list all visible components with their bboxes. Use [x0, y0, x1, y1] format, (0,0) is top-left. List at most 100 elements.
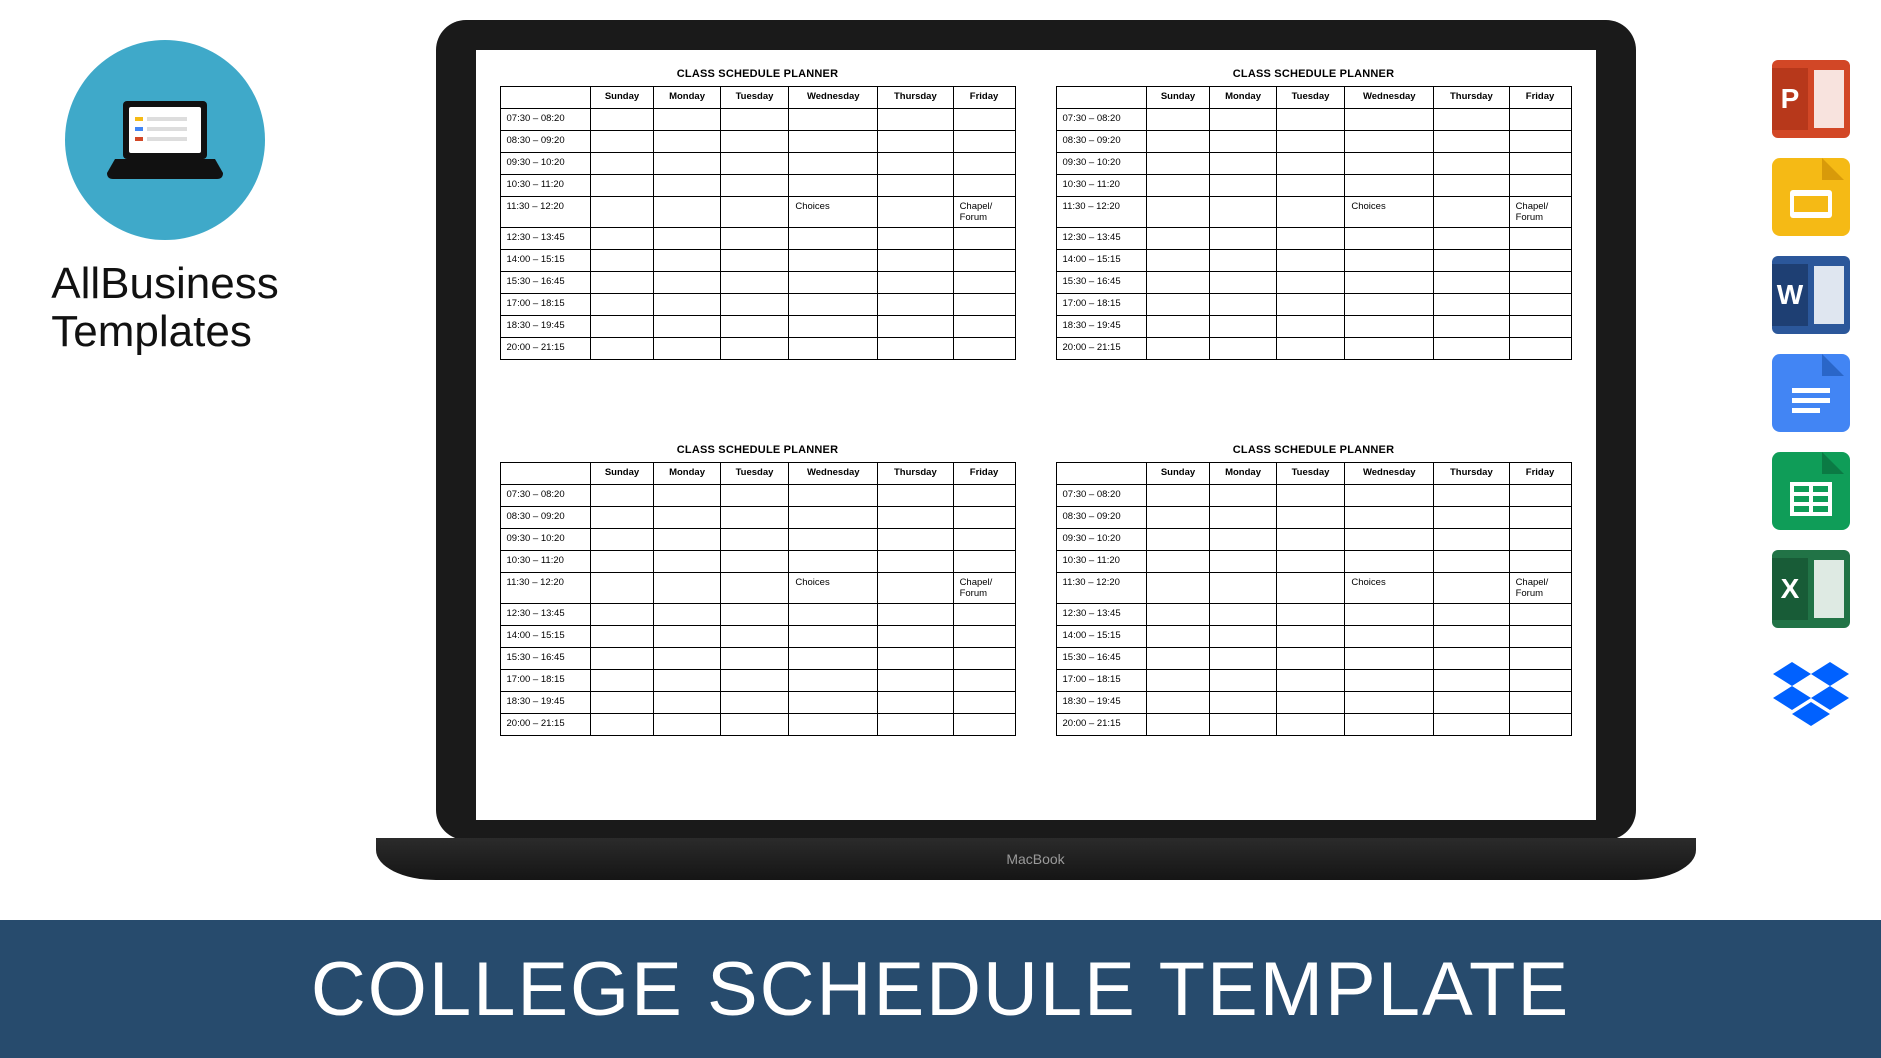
day-header: Thursday [878, 463, 953, 485]
schedule-cell [1146, 175, 1210, 197]
schedule-cell [1434, 153, 1509, 175]
schedule-cell [654, 228, 720, 250]
time-slot: 11:30 – 12:20 [500, 197, 590, 228]
schedule-cell [720, 131, 789, 153]
schedule-cell [789, 294, 878, 316]
time-slot: 18:30 – 19:45 [500, 692, 590, 714]
schedule-cell [953, 551, 1015, 573]
schedule-cell [1434, 294, 1509, 316]
schedule-cell [878, 485, 953, 507]
schedule-cell [590, 272, 654, 294]
time-slot: 12:30 – 13:45 [1056, 604, 1146, 626]
schedule-cell [1434, 692, 1509, 714]
powerpoint-icon[interactable]: P [1772, 60, 1850, 138]
schedule-panel: CLASS SCHEDULE PLANNERSundayMondayTuesda… [500, 444, 1016, 802]
schedule-cell [1210, 250, 1276, 272]
day-header: Tuesday [720, 463, 789, 485]
schedule-cell [654, 131, 720, 153]
laptop-bezel: CLASS SCHEDULE PLANNERSundayMondayTuesda… [436, 20, 1636, 840]
schedule-cell [789, 692, 878, 714]
schedule-cell [590, 294, 654, 316]
schedule-cell [590, 648, 654, 670]
schedule-cell [720, 175, 789, 197]
schedule-cell [1210, 529, 1276, 551]
schedule-cell [720, 316, 789, 338]
google-slides-icon[interactable] [1772, 158, 1850, 236]
time-slot: 17:00 – 18:15 [500, 670, 590, 692]
time-slot: 09:30 – 10:20 [1056, 529, 1146, 551]
excel-icon[interactable]: X [1772, 550, 1850, 628]
schedule-cell [878, 507, 953, 529]
schedule-cell [1345, 131, 1434, 153]
google-sheets-icon[interactable] [1772, 452, 1850, 530]
schedule-cell [1146, 485, 1210, 507]
header-blank [1056, 87, 1146, 109]
schedule-cell [590, 250, 654, 272]
time-slot: 18:30 – 19:45 [500, 316, 590, 338]
schedule-cell [1345, 626, 1434, 648]
time-slot: 08:30 – 09:20 [1056, 131, 1146, 153]
schedule-cell [1276, 485, 1345, 507]
schedule-cell [878, 573, 953, 604]
day-header: Thursday [878, 87, 953, 109]
schedule-cell [1276, 294, 1345, 316]
schedule-cell [1210, 272, 1276, 294]
day-header: Tuesday [1276, 87, 1345, 109]
day-header: Tuesday [720, 87, 789, 109]
schedule-cell [953, 153, 1015, 175]
time-slot: 11:30 – 12:20 [500, 573, 590, 604]
day-header: Wednesday [789, 463, 878, 485]
schedule-cell [1210, 228, 1276, 250]
time-slot: 10:30 – 11:20 [500, 551, 590, 573]
schedule-cell [1345, 551, 1434, 573]
schedule-cell [1345, 175, 1434, 197]
schedule-cell [1146, 153, 1210, 175]
schedule-cell [1434, 648, 1509, 670]
day-header: Monday [654, 463, 720, 485]
schedule-cell [1345, 648, 1434, 670]
schedule-cell [1276, 648, 1345, 670]
time-slot: 20:00 – 21:15 [500, 338, 590, 360]
time-slot: 17:00 – 18:15 [1056, 670, 1146, 692]
schedule-grid: CLASS SCHEDULE PLANNERSundayMondayTuesda… [500, 68, 1572, 802]
schedule-cell [789, 250, 878, 272]
schedule-cell [1509, 670, 1571, 692]
laptop-base: MacBook [376, 838, 1696, 880]
schedule-cell [1434, 573, 1509, 604]
schedule-cell [590, 485, 654, 507]
schedule-cell [654, 485, 720, 507]
schedule-cell [590, 338, 654, 360]
schedule-cell [1434, 485, 1509, 507]
schedule-cell [654, 692, 720, 714]
schedule-cell [1276, 316, 1345, 338]
schedule-cell [1509, 551, 1571, 573]
schedule-cell [1509, 626, 1571, 648]
schedule-cell [878, 228, 953, 250]
google-docs-icon[interactable] [1772, 354, 1850, 432]
schedule-cell [953, 626, 1015, 648]
time-slot: 17:00 – 18:15 [500, 294, 590, 316]
schedule-cell [1345, 316, 1434, 338]
day-header: Wednesday [789, 87, 878, 109]
schedule-cell [590, 153, 654, 175]
day-header: Sunday [590, 87, 654, 109]
schedule-cell [1146, 197, 1210, 228]
time-slot: 08:30 – 09:20 [500, 507, 590, 529]
laptop-icon [105, 95, 225, 185]
word-icon[interactable]: W [1772, 256, 1850, 334]
time-slot: 08:30 – 09:20 [500, 131, 590, 153]
dropbox-icon[interactable] [1772, 648, 1850, 726]
schedule-cell [1276, 175, 1345, 197]
schedule-cell [654, 197, 720, 228]
schedule-cell [953, 294, 1015, 316]
schedule-cell [878, 626, 953, 648]
schedule-cell [1509, 648, 1571, 670]
time-slot: 20:00 – 21:15 [500, 714, 590, 736]
schedule-cell [1345, 338, 1434, 360]
schedule-cell [1146, 714, 1210, 736]
schedule-cell [590, 316, 654, 338]
schedule-cell [1434, 507, 1509, 529]
schedule-table: SundayMondayTuesdayWednesdayThursdayFrid… [500, 86, 1016, 360]
time-slot: 12:30 – 13:45 [500, 228, 590, 250]
schedule-cell [1434, 272, 1509, 294]
